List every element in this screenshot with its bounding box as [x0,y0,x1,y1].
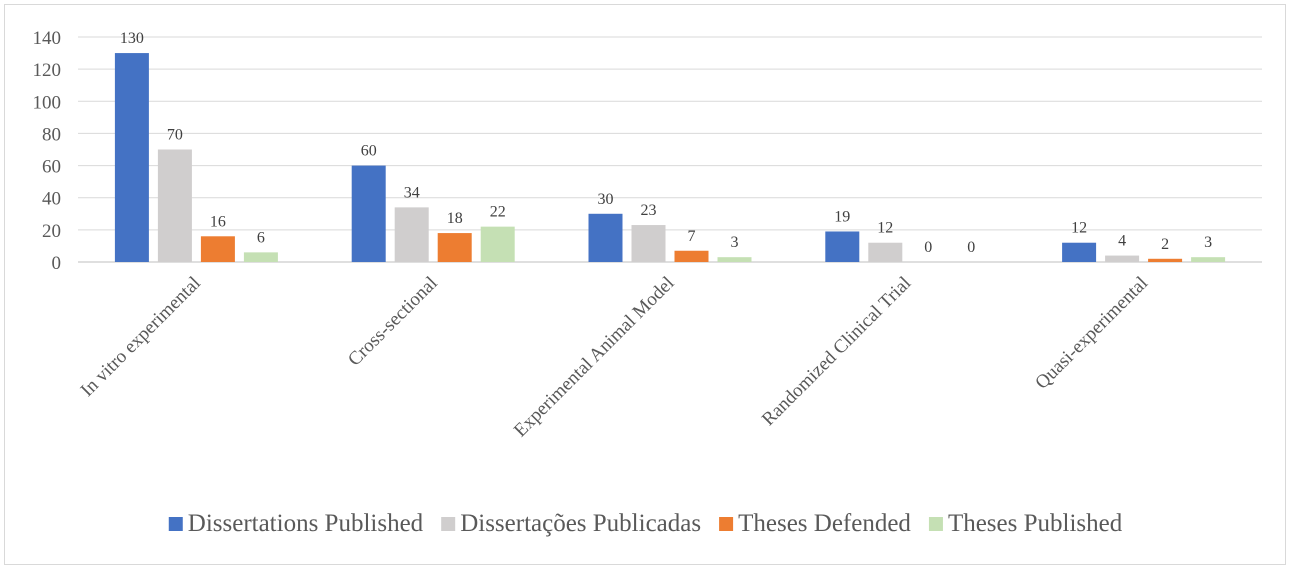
bar [1148,258,1183,262]
data-label: 70 [167,127,183,144]
y-tick-label: 140 [33,28,62,49]
data-label: 22 [490,204,506,221]
data-label: 3 [731,234,739,251]
y-tick-label: 60 [42,157,61,178]
data-label: 30 [598,191,614,208]
bar [243,252,278,262]
bar [674,250,709,262]
y-tick-label: 100 [33,92,62,113]
legend-swatch [441,517,456,531]
legend-item: Theses Defended [719,510,911,537]
legend-swatch [168,517,183,531]
category-labels: In vitro experimental Cross-sectional Expe… [77,273,1152,442]
bar [394,207,429,262]
legend-item: Dissertações Publicadas [441,510,701,537]
y-tick-label: 120 [33,60,62,81]
legend-swatch [928,517,943,531]
data-label: 60 [361,143,377,160]
bar [588,213,623,262]
data-label: 7 [688,228,696,245]
bar [1105,255,1140,262]
data-label: 19 [834,208,850,225]
legend-label: Theses Published [948,510,1123,537]
data-label: 4 [1118,233,1126,250]
data-label: 3 [1204,234,1212,251]
legend-item: Dissertations Published [168,510,424,537]
data-label: 130 [120,30,144,47]
data-label: 12 [1071,220,1087,237]
bar [480,226,515,262]
bar [1062,242,1097,262]
legend-swatch [719,517,734,531]
category-label: In vitro experimental [77,273,205,401]
data-label: 0 [967,239,975,256]
y-tick-label: 20 [42,221,61,242]
bars [114,53,1226,263]
legend: Dissertations Published Dissertações Publ… [168,510,1123,537]
category-label: Quasi-experimental [1031,273,1152,394]
data-label: 16 [210,213,226,230]
legend-item: Theses Published [928,510,1123,537]
bar [114,53,149,263]
y-tick-label: 40 [42,189,61,210]
y-tick-label: 0 [52,253,62,274]
legend-label: Theses Defended [738,510,911,537]
data-label: 12 [877,220,893,237]
bar [157,149,192,262]
bar [200,236,235,262]
data-label: 23 [641,202,657,219]
category-label: Experimental Animal Model [510,273,679,442]
y-axis-ticks: 0 20 40 60 80 100 120 140 [33,28,62,274]
category-label: Cross-sectional [344,273,442,371]
bar [1191,257,1226,262]
data-label: 0 [924,239,932,256]
legend-label: Dissertations Published [188,510,424,537]
data-label: 6 [257,229,265,246]
legend-label: Dissertações Publicadas [460,510,701,537]
y-tick-label: 80 [42,124,61,145]
bar [437,233,472,262]
chart-frame [4,4,1286,565]
bar [868,242,903,262]
bar [631,225,666,262]
category-label: Randomized Clinical Trial [758,273,915,430]
data-label: 18 [447,210,463,227]
bar [717,257,752,262]
data-label: 2 [1161,236,1169,253]
bar [351,165,386,262]
data-label: 34 [404,184,420,201]
bar [825,231,860,262]
